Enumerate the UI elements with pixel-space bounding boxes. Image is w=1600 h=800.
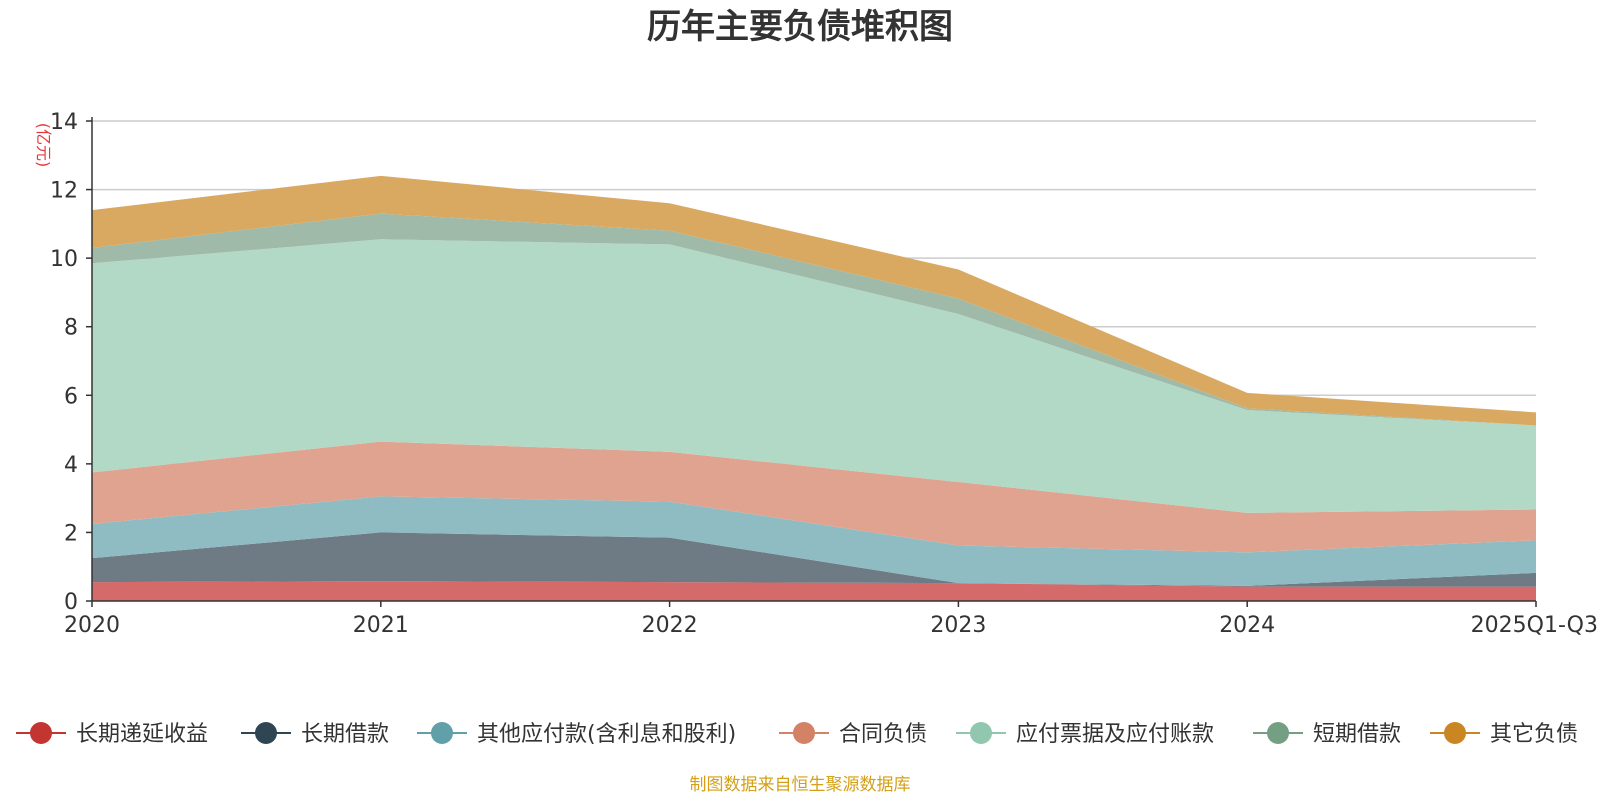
legend-item-4[interactable]: 合同负债 [779, 722, 927, 747]
legend-item-3[interactable]: 其他应付款(含利息和股利) [417, 722, 736, 747]
legend-circle-marker [970, 722, 992, 744]
legend-circle-marker [255, 722, 277, 744]
legend-label: 其他应付款(含利息和股利) [477, 722, 736, 747]
legend-circle-marker [793, 722, 815, 744]
y-tick-label: 8 [64, 316, 78, 341]
legend-circle-marker [431, 722, 453, 744]
legend[interactable]: 长期递延收益 长期借款 其他应付款(含利息和股利) 合同负债 应付票据及应付账款 短期借款… [16, 722, 1578, 747]
legend-label: 其它负债 [1490, 722, 1578, 747]
x-tick-label: 2023 [930, 613, 986, 638]
x-tick-label: 2022 [642, 613, 698, 638]
y-tick-label: 0 [64, 590, 78, 615]
legend-label: 长期借款 [301, 722, 389, 747]
legend-item-1[interactable]: 长期递延收益 [16, 722, 208, 747]
source-note: 制图数据来自恒生聚源数据库 [690, 775, 911, 795]
x-tick-label: 2021 [353, 613, 409, 638]
area-series-5 [92, 239, 1536, 513]
legend-label: 短期借款 [1313, 722, 1401, 747]
legend-circle-marker [1444, 722, 1466, 744]
chart-title: 历年主要负债堆积图 [647, 7, 953, 47]
x-tick-label: 2025Q1-Q3 [1471, 613, 1598, 638]
legend-item-5[interactable]: 应付票据及应付账款 [956, 722, 1214, 747]
y-tick-label: 4 [64, 453, 78, 478]
x-tick-label: 2020 [64, 613, 120, 638]
legend-item-6[interactable]: 短期借款 [1253, 722, 1401, 747]
area-series-7 [92, 175, 1536, 426]
legend-item-2[interactable]: 长期借款 [241, 722, 389, 747]
y-axis-unit-label: (亿元) [34, 123, 53, 168]
area-series-1 [92, 581, 1536, 601]
legend-label: 合同负债 [839, 722, 927, 747]
y-tick-label: 2 [64, 521, 78, 546]
legend-circle-marker [1267, 722, 1289, 744]
y-tick-label: 10 [50, 247, 78, 272]
legend-circle-marker [30, 722, 52, 744]
legend-label: 长期递延收益 [76, 722, 208, 747]
legend-item-7[interactable]: 其它负债 [1430, 722, 1578, 747]
area-series-2 [92, 532, 1536, 587]
y-tick-label: 6 [64, 384, 78, 409]
y-tick-label: 14 [50, 110, 78, 135]
area-series-layer [92, 175, 1536, 601]
x-tick-label: 2024 [1219, 613, 1275, 638]
y-tick-label: 12 [50, 179, 78, 204]
area-series-4 [92, 441, 1536, 553]
area-series-3 [92, 496, 1536, 586]
area-series-6 [92, 213, 1536, 426]
legend-label: 应付票据及应付账款 [1016, 722, 1214, 747]
axes: 0 2 4 6 8 10 12 14 2020 2021 2022 2023 2024 2025Q1-Q3 [50, 110, 1598, 638]
